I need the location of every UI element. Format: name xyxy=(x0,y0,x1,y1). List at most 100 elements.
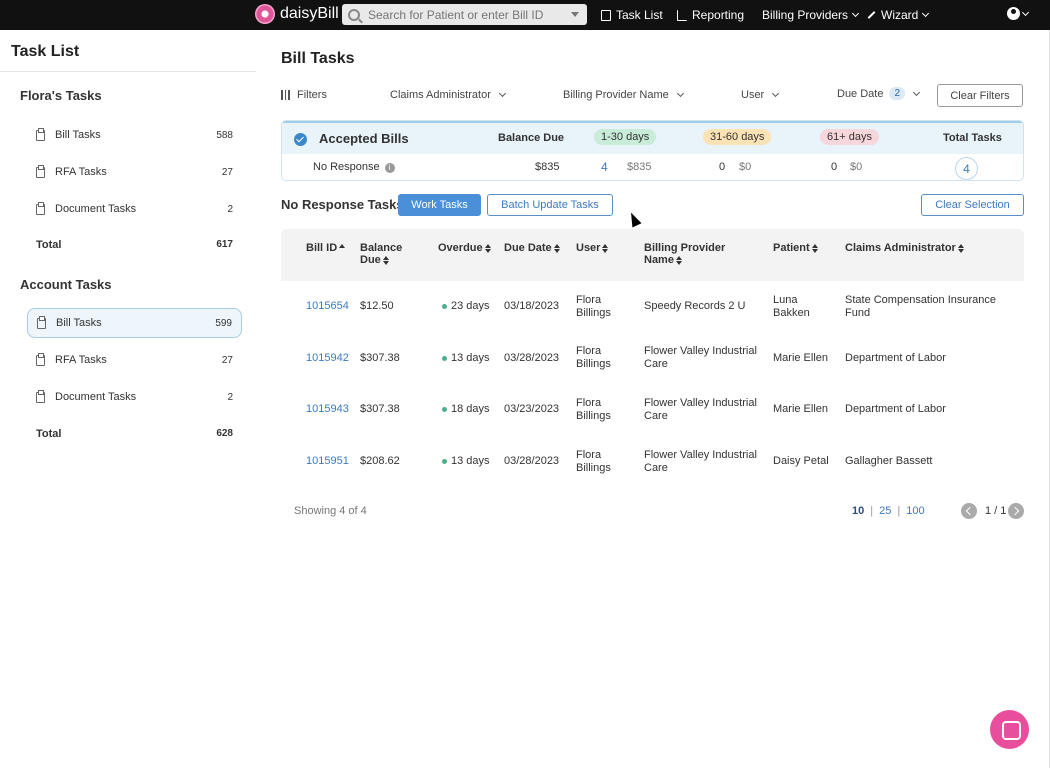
page-size-100[interactable]: 100 xyxy=(906,505,925,517)
user-first: Flora xyxy=(576,449,602,461)
brand-name: daisyBill xyxy=(280,5,339,22)
overdue-value: 13 days xyxy=(451,352,490,364)
col-billing-provider[interactable]: Billing Provider Name xyxy=(644,242,725,266)
search-input[interactable] xyxy=(368,7,558,22)
divider: | xyxy=(897,505,901,517)
table-row[interactable]: 1015943 $307.38 18 days 03/23/2023 Flora… xyxy=(281,396,1024,448)
clipboard-icon xyxy=(601,9,611,21)
info-icon[interactable]: i xyxy=(384,163,395,173)
total-count: 628 xyxy=(216,428,233,439)
patient-cell: Marie Ellen xyxy=(773,403,829,415)
status-dot-icon xyxy=(442,406,447,412)
bill-id-link[interactable]: 1015654 xyxy=(306,300,349,312)
nav-reporting[interactable]: Reporting xyxy=(677,0,744,30)
sort-icon xyxy=(484,243,492,253)
filter-label: Due Date xyxy=(837,87,884,100)
bp-line-1: Flower Valley Industrial xyxy=(644,345,757,357)
user-filter[interactable]: User xyxy=(741,89,780,101)
chevron-down-icon xyxy=(913,88,921,96)
col-balance-due[interactable]: Balance Due xyxy=(360,242,402,266)
col-label: Claims Administrator xyxy=(845,242,956,254)
bucket-1-30-count[interactable]: 4 xyxy=(601,160,608,174)
ca-line-2: Fund xyxy=(845,307,871,319)
sidebar-item-count: 2 xyxy=(227,203,233,215)
col-due-date[interactable]: Due Date xyxy=(504,242,561,254)
top-navbar: daisyBill Task List Reporting Billing Pr… xyxy=(0,0,1050,30)
col-label: Due Date xyxy=(504,242,552,254)
total-tasks-count[interactable]: 4 xyxy=(955,157,978,180)
nav-wizard[interactable]: Wizard xyxy=(867,0,930,30)
balance-cell: $208.62 xyxy=(360,455,400,467)
sidebar-item-account-bill-tasks[interactable]: Bill Tasks 599 xyxy=(27,308,242,338)
clipboard-icon xyxy=(36,127,45,141)
overdue-cell: 23 days xyxy=(442,300,490,313)
chevron-down-icon xyxy=(498,89,506,98)
clear-filters-button[interactable]: Clear Filters xyxy=(937,84,1023,107)
due-date-filter[interactable]: Due Date 2 xyxy=(837,87,921,100)
clipboard-icon xyxy=(37,315,46,329)
table-row[interactable]: 1015951 $208.62 13 days 03/28/2023 Flora… xyxy=(281,448,1024,500)
claims-admin-cell: Department of Labor xyxy=(845,352,946,364)
floras-tasks-heading: Flora's Tasks xyxy=(20,88,102,103)
page-size-25[interactable]: 25 xyxy=(879,505,892,517)
sidebar-item-count: 27 xyxy=(221,354,233,366)
summary-title: Accepted Bills xyxy=(319,131,409,146)
nav-task-list[interactable]: Task List xyxy=(601,0,663,30)
next-page-button[interactable] xyxy=(1008,503,1024,519)
bill-id-link[interactable]: 1015951 xyxy=(306,455,349,467)
summary-row-no-response[interactable]: No Response i $835 4 $835 0 $0 0 $0 4 xyxy=(282,154,1023,180)
sort-icon xyxy=(957,243,965,253)
search-dropdown-icon[interactable] xyxy=(571,12,579,17)
sidebar-item-floras-rfa-tasks[interactable]: RFA Tasks 27 xyxy=(27,157,242,187)
patient-cell: Luna Bakken xyxy=(773,294,810,320)
col-label: Billing Provider xyxy=(644,242,726,254)
col-claims-admin[interactable]: Claims Administrator xyxy=(845,242,965,254)
brand-logo[interactable]: daisyBill xyxy=(255,4,339,24)
filters-toggle[interactable]: Filters xyxy=(281,89,327,101)
col-bill-id[interactable]: Bill ID xyxy=(306,242,346,254)
sidebar-item-floras-bill-tasks[interactable]: Bill Tasks 588 xyxy=(27,120,242,150)
batch-update-tasks-button[interactable]: Batch Update Tasks xyxy=(487,194,613,216)
user-cell: Flora Billings xyxy=(576,397,611,423)
col-user[interactable]: User xyxy=(576,242,609,254)
col-label-2: Name xyxy=(644,254,674,266)
claims-admin-cell: Gallagher Bassett xyxy=(845,455,933,467)
sidebar-item-account-document-tasks[interactable]: Document Tasks 2 xyxy=(27,382,242,412)
sort-icon xyxy=(811,243,819,253)
claims-admin-filter[interactable]: Claims Administrator xyxy=(390,89,506,101)
bill-id-link[interactable]: 1015943 xyxy=(306,403,349,415)
chat-launcher-button[interactable] xyxy=(990,710,1029,749)
filter-count-badge: 2 xyxy=(889,87,906,100)
user-menu[interactable] xyxy=(1007,7,1030,20)
prev-page-button[interactable] xyxy=(961,503,977,519)
overdue-cell: 13 days xyxy=(442,455,490,468)
work-tasks-button[interactable]: Work Tasks xyxy=(398,194,481,216)
user-last: Billings xyxy=(576,358,611,370)
chevron-down-icon xyxy=(772,89,780,98)
chevron-down-icon xyxy=(852,9,860,18)
filters-bar: Filters Claims Administrator Billing Pro… xyxy=(281,84,1024,108)
bucket-1-30-amount: $835 xyxy=(627,161,652,173)
due-date-cell: 03/28/2023 xyxy=(504,352,560,364)
chevron-down-icon xyxy=(676,89,684,98)
bill-id-link[interactable]: 1015942 xyxy=(306,352,349,364)
nav-billing-providers[interactable]: Billing Providers xyxy=(762,0,860,30)
claims-admin-cell: State Compensation Insurance Fund xyxy=(845,294,996,320)
col-patient[interactable]: Patient xyxy=(773,242,819,254)
sort-asc-icon xyxy=(339,243,346,253)
search-box[interactable] xyxy=(342,4,587,25)
clear-selection-button[interactable]: Clear Selection xyxy=(921,194,1024,216)
balance-due-header: Balance Due xyxy=(498,132,565,144)
sidebar-item-account-rfa-tasks[interactable]: RFA Tasks 27 xyxy=(27,345,242,375)
status-dot-icon xyxy=(442,355,447,361)
billing-provider-filter[interactable]: Billing Provider Name xyxy=(563,89,684,101)
page-size-10[interactable]: 10 xyxy=(852,505,865,517)
due-date-cell: 03/18/2023 xyxy=(504,300,560,312)
summary-header: Accepted Bills Balance Due 1-30 days 31-… xyxy=(282,121,1023,154)
table-row[interactable]: 1015654 $12.50 23 days 03/18/2023 Flora B… xyxy=(281,293,1024,345)
user-last: Billings xyxy=(576,307,611,319)
table-row[interactable]: 1015942 $307.38 13 days 03/28/2023 Flora… xyxy=(281,344,1024,396)
col-overdue[interactable]: Overdue xyxy=(438,242,492,254)
sidebar-item-floras-document-tasks[interactable]: Document Tasks 2 xyxy=(27,194,242,224)
user-first: Flora xyxy=(576,294,602,306)
